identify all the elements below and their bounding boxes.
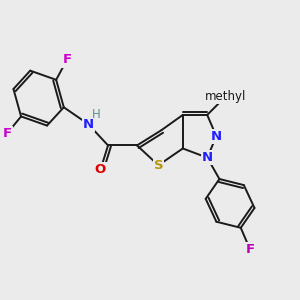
Text: N: N xyxy=(202,151,213,164)
Text: S: S xyxy=(154,159,163,172)
Text: F: F xyxy=(62,53,71,67)
Text: N: N xyxy=(82,118,94,130)
Text: methyl: methyl xyxy=(205,90,246,103)
Text: N: N xyxy=(211,130,222,143)
Text: O: O xyxy=(95,163,106,176)
Text: H: H xyxy=(92,108,101,121)
Text: F: F xyxy=(3,127,12,140)
Text: F: F xyxy=(245,243,254,256)
